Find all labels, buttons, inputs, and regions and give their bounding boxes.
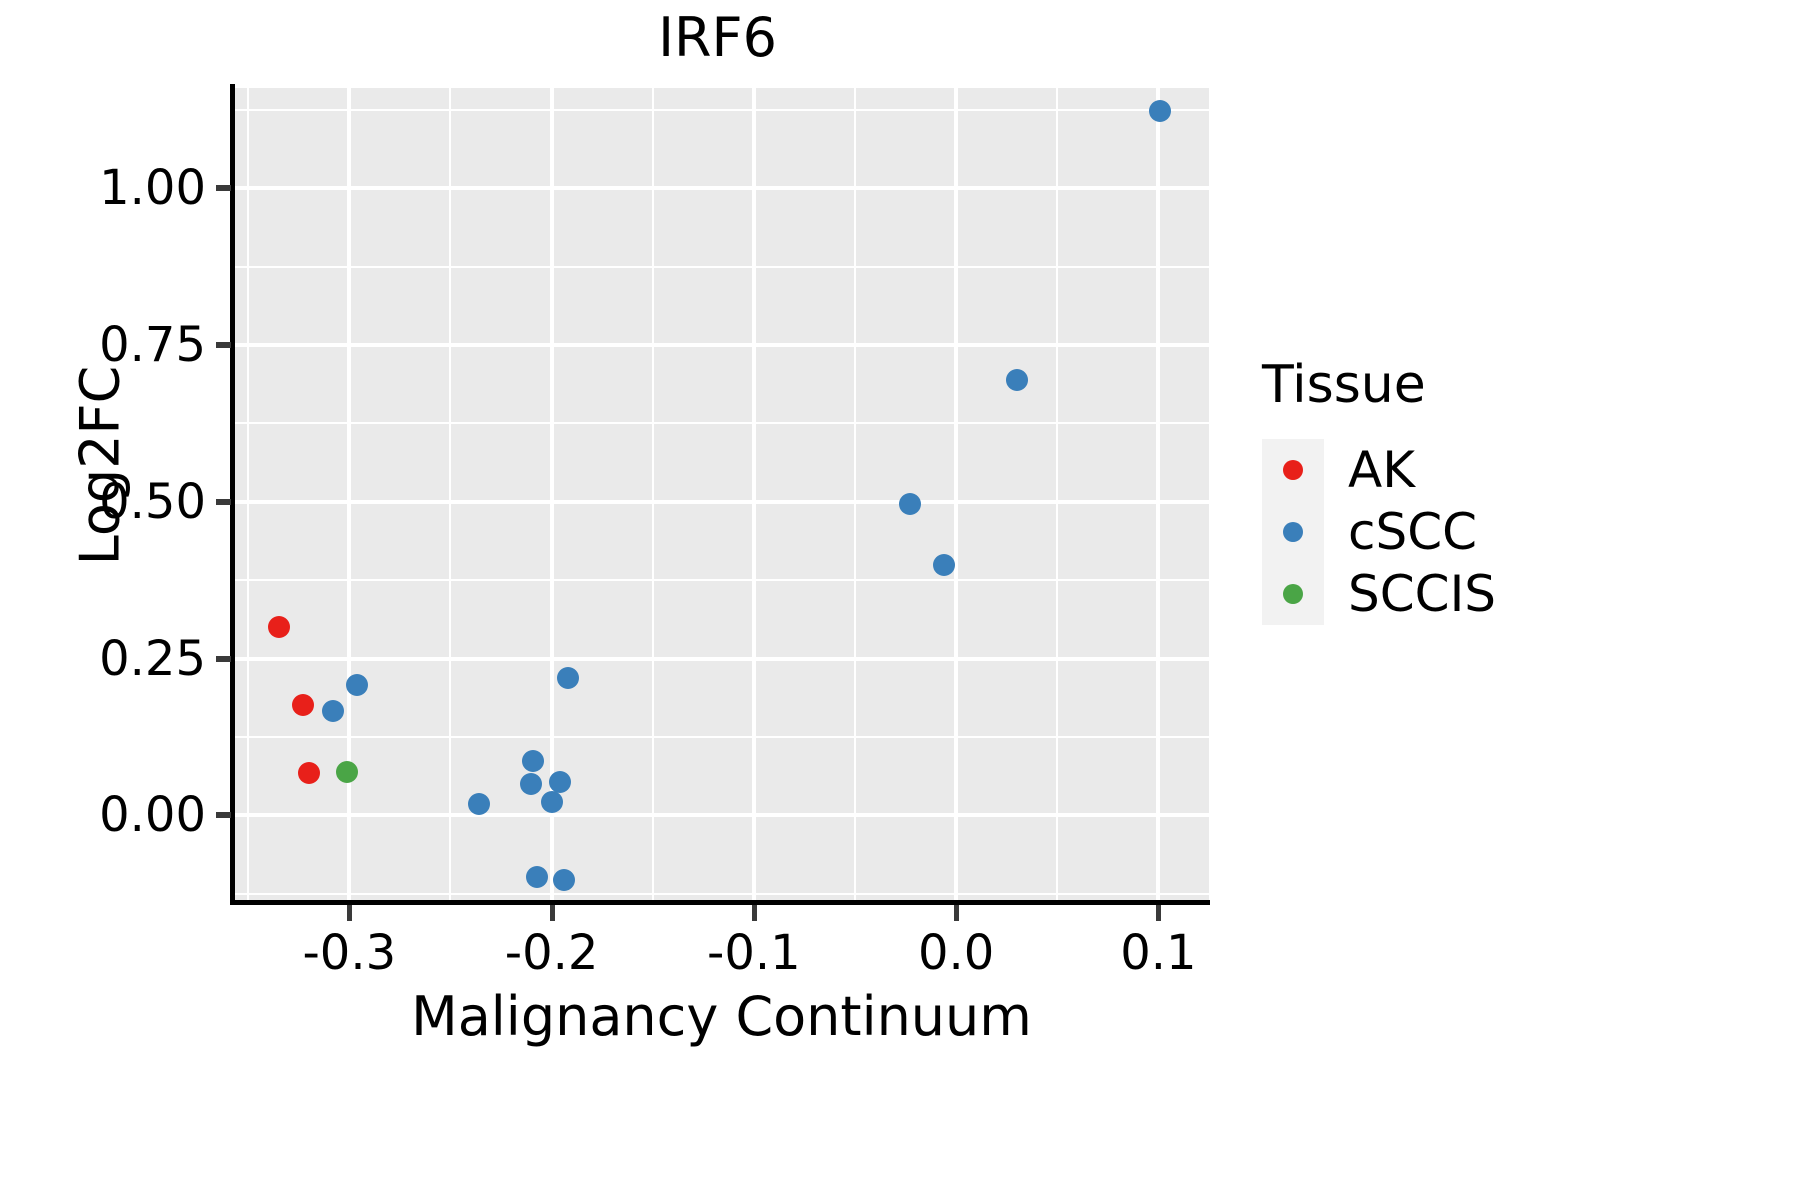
legend-item-label: AK bbox=[1348, 441, 1415, 499]
gridline-major-vertical bbox=[751, 88, 756, 900]
legend-key-swatch bbox=[1262, 501, 1324, 563]
legend-item-label: SCCIS bbox=[1348, 565, 1497, 623]
y-axis-spine bbox=[230, 84, 235, 904]
x-tick-label: -0.2 bbox=[504, 925, 599, 981]
y-tick-mark bbox=[216, 655, 231, 662]
gridline-minor-vertical bbox=[449, 88, 452, 900]
gridline-minor-vertical bbox=[854, 88, 856, 900]
gridline-major-vertical bbox=[347, 88, 352, 900]
gridline-major-horizontal bbox=[234, 499, 1209, 504]
legend-item-label: cSCC bbox=[1348, 503, 1478, 561]
gridline-major-horizontal bbox=[234, 343, 1209, 348]
x-axis-spine bbox=[230, 900, 1210, 905]
data-point bbox=[267, 616, 290, 639]
x-tick-mark bbox=[549, 905, 555, 921]
x-tick-label: 0.0 bbox=[917, 925, 995, 981]
y-tick-mark bbox=[216, 185, 231, 192]
x-tick-mark bbox=[751, 905, 757, 921]
gridline-minor-vertical bbox=[651, 88, 654, 900]
gridline-major-horizontal bbox=[234, 813, 1209, 818]
y-tick-mark bbox=[216, 812, 231, 819]
x-tick-label: -0.3 bbox=[302, 925, 397, 981]
data-point bbox=[1005, 368, 1028, 391]
gridline-major-vertical bbox=[1156, 88, 1161, 900]
legend-dot-icon bbox=[1283, 460, 1303, 480]
data-point bbox=[522, 750, 545, 773]
y-tick-label: 0.75 bbox=[99, 317, 206, 374]
gridline-minor-horizontal bbox=[234, 265, 1209, 268]
data-point bbox=[520, 773, 543, 795]
gridline-major-vertical bbox=[954, 88, 959, 900]
y-tick-label: 0.50 bbox=[99, 473, 206, 530]
legend-item-cscc[interactable]: cSCC bbox=[1262, 501, 1496, 563]
data-point bbox=[291, 693, 314, 716]
gridline-minor-horizontal bbox=[234, 422, 1209, 425]
data-point bbox=[346, 673, 369, 696]
data-point bbox=[898, 493, 921, 516]
data-point bbox=[548, 771, 571, 794]
legend-title: Tissue bbox=[1262, 355, 1426, 415]
data-point bbox=[1149, 100, 1172, 123]
y-tick-label: 0.00 bbox=[99, 787, 206, 844]
y-tick-mark bbox=[216, 498, 231, 505]
legend: Tissue AK cSCC SCCIS bbox=[1262, 355, 1496, 625]
legend-key-swatch bbox=[1262, 563, 1324, 625]
page-title: IRF6 bbox=[658, 6, 777, 69]
gridline-major-horizontal bbox=[234, 656, 1209, 661]
x-tick-label: 0.1 bbox=[1120, 925, 1197, 981]
x-axis-label: Malignancy Continuum bbox=[411, 985, 1032, 1048]
data-point bbox=[556, 667, 579, 690]
y-axis-label: Log2FC bbox=[68, 365, 132, 566]
x-tick-label: -0.1 bbox=[707, 925, 801, 981]
data-point bbox=[322, 700, 345, 723]
legend-item-ak[interactable]: AK bbox=[1262, 439, 1496, 501]
gridline-minor-vertical bbox=[1056, 88, 1059, 900]
gridline-major-horizontal bbox=[234, 186, 1209, 191]
x-tick-mark bbox=[954, 905, 960, 921]
y-tick-label: 0.25 bbox=[99, 630, 206, 687]
y-tick-mark bbox=[216, 342, 231, 349]
plot-panel bbox=[234, 88, 1209, 900]
data-point bbox=[467, 793, 490, 816]
data-point bbox=[540, 790, 563, 813]
legend-item-sccis[interactable]: SCCIS bbox=[1262, 563, 1496, 625]
data-point bbox=[933, 553, 955, 576]
legend-items: AK cSCC SCCIS bbox=[1262, 439, 1496, 625]
legend-dot-icon bbox=[1283, 584, 1303, 604]
gridline-minor-horizontal bbox=[234, 579, 1209, 582]
data-point bbox=[552, 868, 575, 891]
gridline-minor-horizontal bbox=[234, 735, 1209, 738]
data-point bbox=[526, 865, 549, 888]
data-point bbox=[336, 761, 359, 784]
legend-dot-icon bbox=[1283, 522, 1303, 542]
gridline-minor-vertical bbox=[247, 88, 250, 900]
x-tick-mark bbox=[1156, 905, 1162, 921]
gridline-major-vertical bbox=[549, 88, 554, 900]
y-tick-label: 1.00 bbox=[99, 160, 206, 217]
legend-key-swatch bbox=[1262, 439, 1324, 501]
gridline-minor-horizontal bbox=[234, 892, 1209, 895]
data-point bbox=[297, 761, 320, 784]
gridline-minor-horizontal bbox=[234, 108, 1209, 111]
x-tick-mark bbox=[347, 905, 353, 921]
